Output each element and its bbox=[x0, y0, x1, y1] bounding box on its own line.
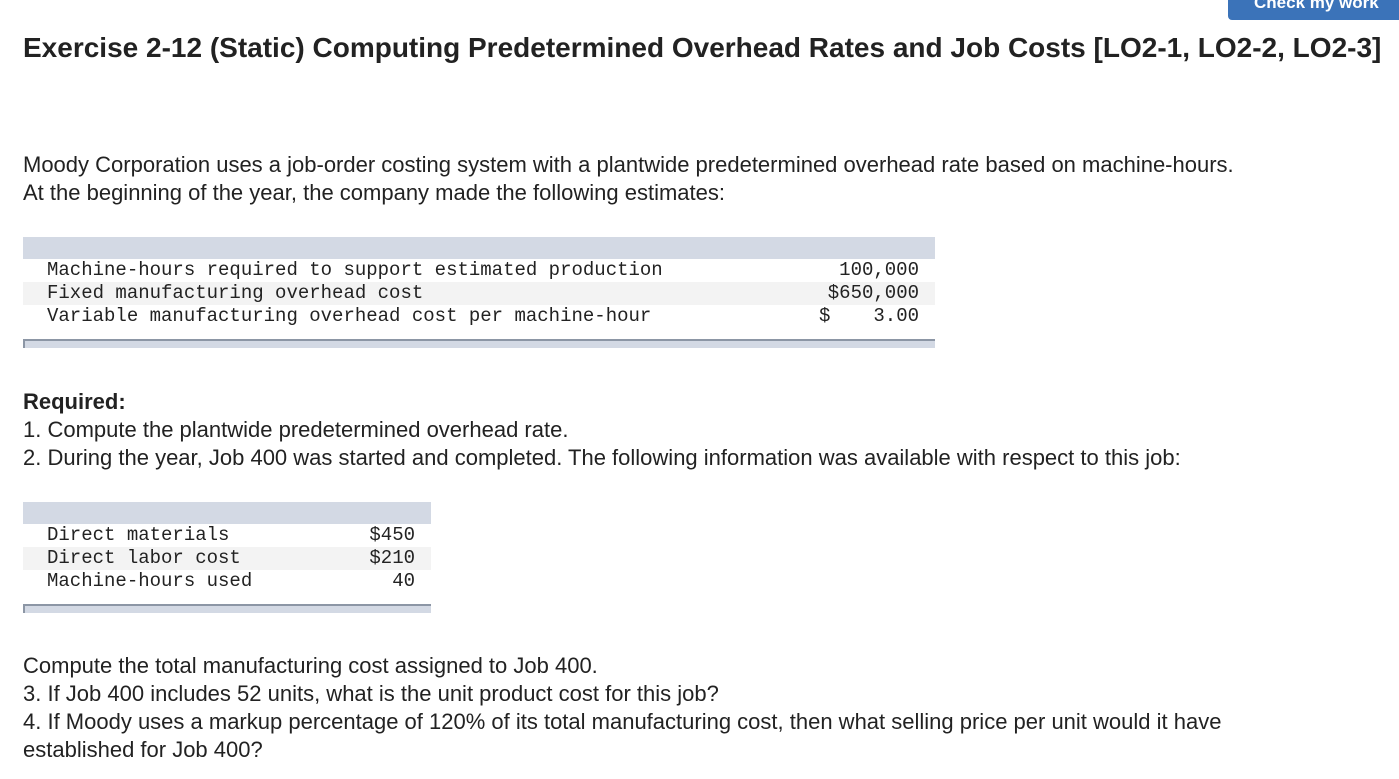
table-header-band bbox=[23, 237, 935, 259]
table-row: Direct labor cost $210 bbox=[23, 547, 431, 570]
table-row: Fixed manufacturing overhead cost $650,0… bbox=[23, 282, 935, 305]
required-heading: Required: bbox=[23, 389, 126, 414]
table-footer-band bbox=[23, 604, 431, 613]
required-item-3: 3. If Job 400 includes 52 units, what is… bbox=[23, 681, 719, 706]
table-header-band bbox=[23, 502, 431, 524]
table-row: Machine-hours used 40 bbox=[23, 570, 431, 593]
row-label: Direct materials bbox=[47, 524, 230, 546]
required-item-2: 2. During the year, Job 400 was started … bbox=[23, 445, 1181, 470]
table-row: Variable manufacturing overhead cost per… bbox=[23, 305, 935, 328]
compute-total-instruction: Compute the total manufacturing cost ass… bbox=[23, 653, 598, 678]
row-value: 100,000 bbox=[839, 259, 919, 281]
required-item-1: 1. Compute the plantwide predetermined o… bbox=[23, 417, 569, 442]
row-value: 40 bbox=[392, 570, 415, 592]
row-value: 3.00 bbox=[873, 305, 919, 327]
required-item-4-line-2: established for Job 400? bbox=[23, 737, 263, 762]
job-400-table: Direct materials $450 Direct labor cost … bbox=[23, 502, 431, 615]
check-my-work-button[interactable]: Check my work bbox=[1228, 0, 1399, 20]
row-label: Fixed manufacturing overhead cost bbox=[47, 282, 424, 304]
required-item-4-line-1: 4. If Moody uses a markup percentage of … bbox=[23, 709, 1222, 734]
row-value: $210 bbox=[369, 547, 415, 569]
table-footer-band bbox=[23, 339, 935, 348]
intro-line-2: At the beginning of the year, the compan… bbox=[23, 180, 725, 205]
estimates-table: Machine-hours required to support estima… bbox=[23, 237, 935, 350]
row-label: Machine-hours required to support estima… bbox=[47, 259, 663, 281]
table-row: Direct materials $450 bbox=[23, 524, 431, 547]
row-value: $450 bbox=[369, 524, 415, 546]
row-value: $650,000 bbox=[827, 282, 919, 304]
row-label: Machine-hours used bbox=[47, 570, 253, 592]
intro-line-1: Moody Corporation uses a job-order costi… bbox=[23, 152, 1234, 177]
row-label: Variable manufacturing overhead cost per… bbox=[47, 305, 652, 327]
exercise-title: Exercise 2-12 (Static) Computing Predete… bbox=[23, 32, 1382, 63]
table-row: Machine-hours required to support estima… bbox=[23, 259, 935, 282]
row-label: Direct labor cost bbox=[47, 547, 241, 569]
currency-symbol: $ bbox=[819, 305, 831, 327]
